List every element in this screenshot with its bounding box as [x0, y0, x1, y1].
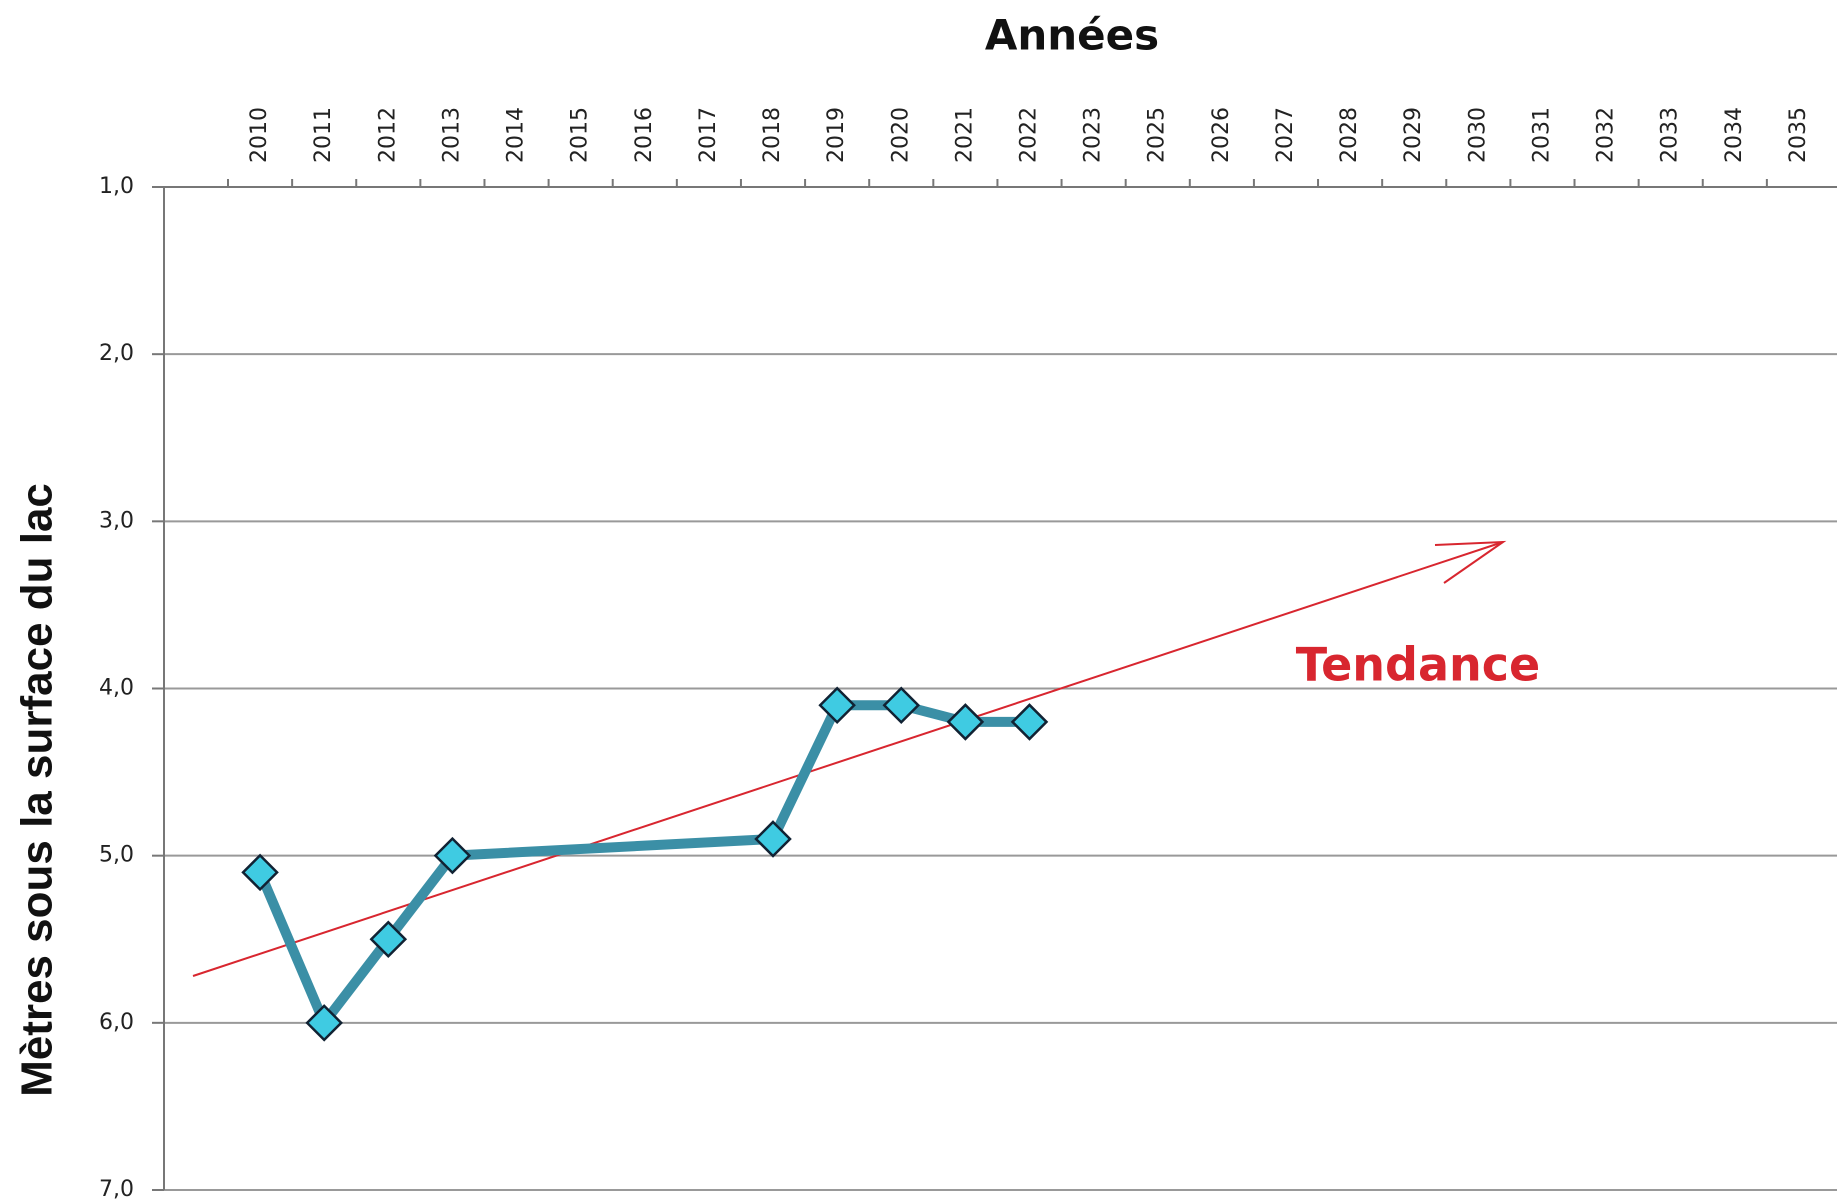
y-tick-label: 5,0 — [99, 843, 134, 868]
x-tick-label: 2020 — [888, 107, 913, 163]
x-tick-label: 2032 — [1594, 107, 1619, 163]
x-tick-label: 2029 — [1401, 107, 1426, 163]
y-tick-label: 6,0 — [99, 1010, 134, 1035]
marker — [369, 920, 408, 959]
trend-arrow — [192, 541, 1504, 977]
y-tick-label: 4,0 — [99, 676, 134, 701]
x-tick-label: 2033 — [1658, 107, 1683, 163]
x-tick-label: 2025 — [1145, 107, 1170, 163]
x-tick-label: 2027 — [1273, 107, 1298, 163]
marker — [305, 1004, 343, 1042]
marker — [241, 853, 279, 892]
x-tick-label: 2014 — [504, 107, 529, 163]
x-tick-label: 2017 — [696, 107, 721, 163]
x-tick-label: 2030 — [1465, 107, 1490, 163]
marker — [818, 686, 856, 724]
x-tick-label: 2013 — [439, 107, 464, 163]
y-tick-label: 2,0 — [99, 341, 134, 366]
x-tick-label: 2011 — [311, 107, 336, 163]
y-tick-label: 1,0 — [99, 174, 134, 199]
marker — [433, 836, 472, 875]
y-tick-label: 3,0 — [99, 508, 134, 533]
marker — [882, 686, 921, 724]
x-tick-label: 2021 — [952, 107, 977, 163]
marker — [1010, 703, 1049, 741]
series-line — [255, 700, 1030, 1028]
x-tick-label: 2015 — [568, 107, 593, 163]
y-tick-label: 7,0 — [99, 1177, 134, 1202]
x-tick-label: 2018 — [760, 107, 785, 163]
annotation: Tendance — [1296, 638, 1540, 692]
trend-arrow-head — [1434, 540, 1507, 584]
x-tick-label: 2019 — [824, 107, 849, 163]
chart-title: Années — [985, 11, 1159, 60]
x-tick-label: 2016 — [632, 107, 657, 163]
x-tick-label: 2034 — [1722, 107, 1747, 163]
y-axis-label: Mètres sous la surface du lac — [13, 483, 62, 1097]
x-tick-label: 2012 — [375, 107, 400, 163]
x-tick-label: 2010 — [247, 107, 272, 163]
x-tick-label: 2026 — [1209, 107, 1234, 163]
marker — [754, 820, 792, 858]
x-tick-label: 2022 — [1017, 107, 1042, 163]
x-tick-label: 2035 — [1786, 107, 1811, 163]
x-tick-label: 2028 — [1337, 107, 1362, 163]
x-tick-label: 2023 — [1081, 107, 1106, 163]
marker — [946, 703, 985, 741]
x-tick-label: 2031 — [1529, 107, 1554, 163]
